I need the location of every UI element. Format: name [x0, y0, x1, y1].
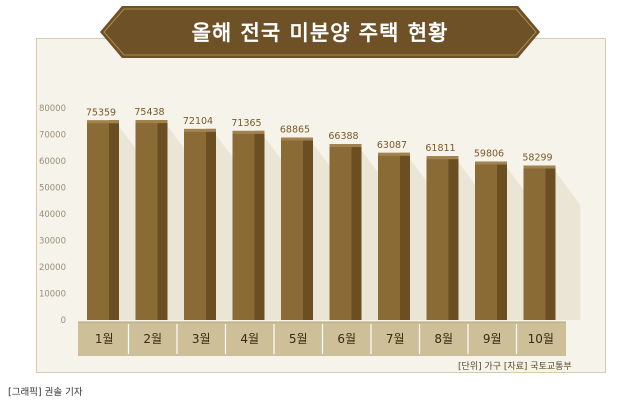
- bar-top: [475, 161, 507, 165]
- bar-top: [426, 156, 459, 160]
- data-label: 72104: [183, 116, 213, 127]
- x-tick-label: 7월: [386, 332, 405, 346]
- y-tick-label: 20000: [39, 263, 66, 273]
- data-label: 75438: [134, 107, 164, 118]
- unit-source-note: [단위] 가구 [자료] 국토교통부: [458, 362, 572, 372]
- data-label: 59806: [474, 149, 504, 160]
- bar-side: [109, 120, 119, 321]
- bar-top: [184, 128, 216, 132]
- y-tick-label: 60000: [39, 157, 66, 167]
- chart-title: 올해 전국 미분양 주택 현황: [191, 21, 449, 45]
- bar-side: [157, 120, 168, 321]
- y-tick-label: 0: [61, 316, 66, 326]
- x-tick-label: 10월: [528, 332, 554, 346]
- bar-top: [87, 120, 119, 124]
- data-label: 58299: [522, 153, 552, 164]
- data-label: 68865: [280, 125, 310, 136]
- y-tick-label: 40000: [39, 210, 66, 220]
- x-tick-label: 8월: [434, 332, 453, 346]
- x-tick-label: 3월: [192, 332, 211, 346]
- bar-top: [523, 165, 556, 169]
- bar-side: [351, 144, 362, 320]
- y-tick-label: 70000: [39, 131, 66, 141]
- bar-top: [135, 120, 168, 124]
- bar-top: [232, 130, 265, 134]
- bar-side: [254, 130, 265, 320]
- y-tick-label: 10000: [39, 290, 66, 300]
- x-tick-label: 5월: [289, 332, 308, 346]
- bar-top: [281, 137, 313, 141]
- y-tick-label: 50000: [39, 184, 66, 194]
- x-tick-label: 6월: [337, 332, 356, 346]
- data-label: 61811: [425, 143, 455, 154]
- x-tick-label: 9월: [483, 332, 502, 346]
- bar-side: [497, 161, 507, 320]
- x-tick-label: 1월: [95, 332, 114, 346]
- data-label: 75359: [86, 107, 116, 118]
- y-tick-label: 30000: [39, 237, 66, 247]
- bar-side: [400, 152, 410, 320]
- bar-top: [329, 144, 362, 148]
- bar-side: [303, 137, 313, 320]
- graphic-credit: [그래픽] 권솔 기자: [8, 387, 83, 398]
- bar-side: [448, 156, 459, 320]
- y-tick-label: 80000: [39, 104, 66, 114]
- bar-side: [545, 165, 556, 320]
- x-tick-label: 4월: [240, 332, 259, 346]
- data-label: 63087: [377, 140, 407, 151]
- x-tick-label: 2월: [143, 332, 162, 346]
- data-label: 66388: [328, 131, 358, 142]
- bar-top: [378, 152, 410, 156]
- title-banner: [100, 6, 540, 58]
- bar-shadow: [555, 171, 581, 320]
- bar-side: [206, 128, 216, 320]
- data-label: 71365: [231, 118, 261, 129]
